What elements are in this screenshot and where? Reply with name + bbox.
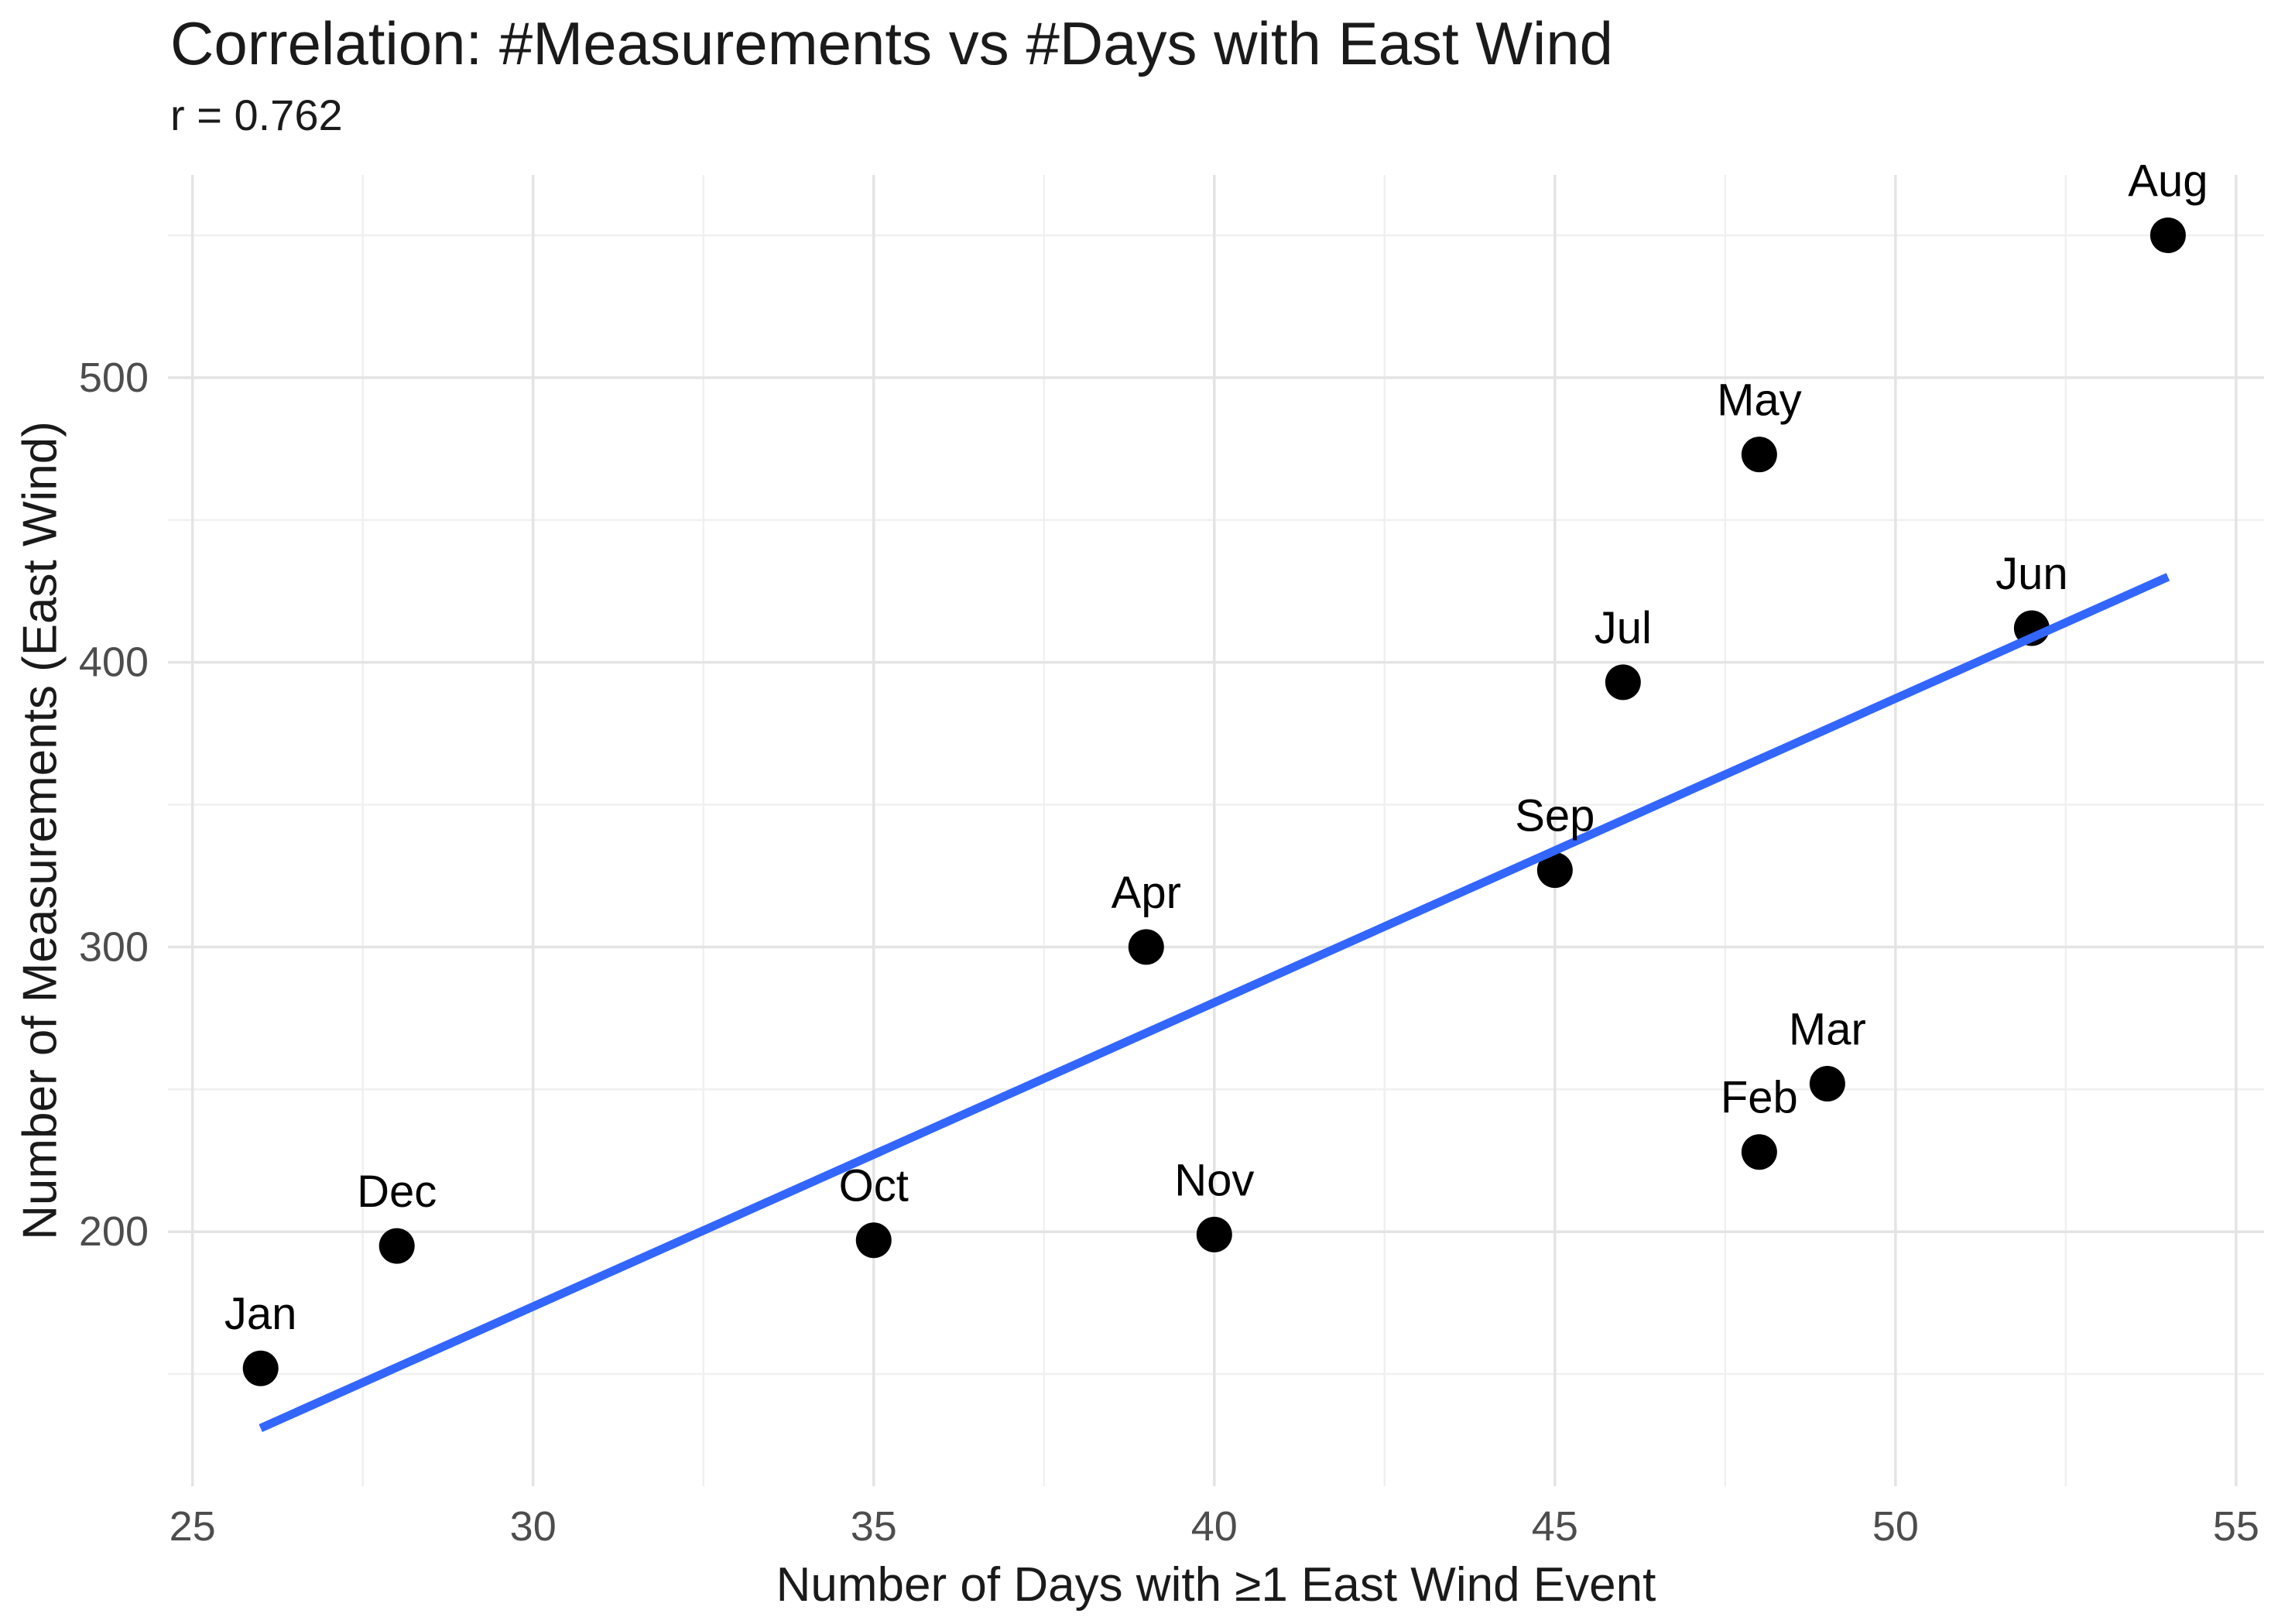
y-tick-label: 300 xyxy=(79,923,149,970)
point-label-aug: Aug xyxy=(2128,156,2208,206)
data-point-apr xyxy=(1128,929,1164,965)
point-label-dec: Dec xyxy=(357,1167,437,1217)
data-point-jul xyxy=(1605,664,1641,701)
x-tick-label: 25 xyxy=(170,1503,216,1550)
x-tick-label: 50 xyxy=(1872,1503,1919,1550)
data-point-sep xyxy=(1536,852,1573,889)
point-label-nov: Nov xyxy=(1174,1155,1254,1205)
data-point-dec xyxy=(379,1228,415,1264)
x-axis-title: Number of Days with ≥1 East Wind Event xyxy=(776,1558,1656,1612)
point-label-feb: Feb xyxy=(1721,1073,1798,1123)
x-tick-label: 45 xyxy=(1532,1503,1578,1550)
point-label-apr: Apr xyxy=(1112,868,1181,918)
data-point-nov xyxy=(1196,1216,1232,1252)
point-label-may: May xyxy=(1717,375,1802,426)
data-point-feb xyxy=(1741,1134,1777,1170)
y-tick-label: 500 xyxy=(79,355,149,401)
point-label-oct: Oct xyxy=(839,1161,909,1211)
trend-line xyxy=(259,573,2170,1432)
point-label-sep: Sep xyxy=(1515,791,1595,841)
point-label-mar: Mar xyxy=(1789,1004,1866,1054)
x-tick-label: 40 xyxy=(1191,1503,1238,1550)
point-label-jan: Jan xyxy=(224,1289,297,1339)
point-label-jun: Jun xyxy=(1995,549,2068,599)
data-point-mar xyxy=(1809,1065,1845,1102)
y-tick-label: 200 xyxy=(79,1208,149,1255)
plot-title: Correlation: #Measurements vs #Days with… xyxy=(170,9,1614,77)
y-tick-label: 400 xyxy=(79,639,149,686)
point-label-jul: Jul xyxy=(1595,603,1652,653)
data-point-may xyxy=(1741,437,1777,473)
x-tick-label: 55 xyxy=(2213,1503,2259,1550)
data-point-jan xyxy=(242,1350,279,1386)
data-point-aug xyxy=(2149,217,2186,253)
x-tick-label: 35 xyxy=(851,1503,897,1550)
correlation-annotation: r = 0.762 xyxy=(170,91,343,139)
data-point-oct xyxy=(855,1222,892,1259)
x-tick-label: 30 xyxy=(510,1503,557,1550)
